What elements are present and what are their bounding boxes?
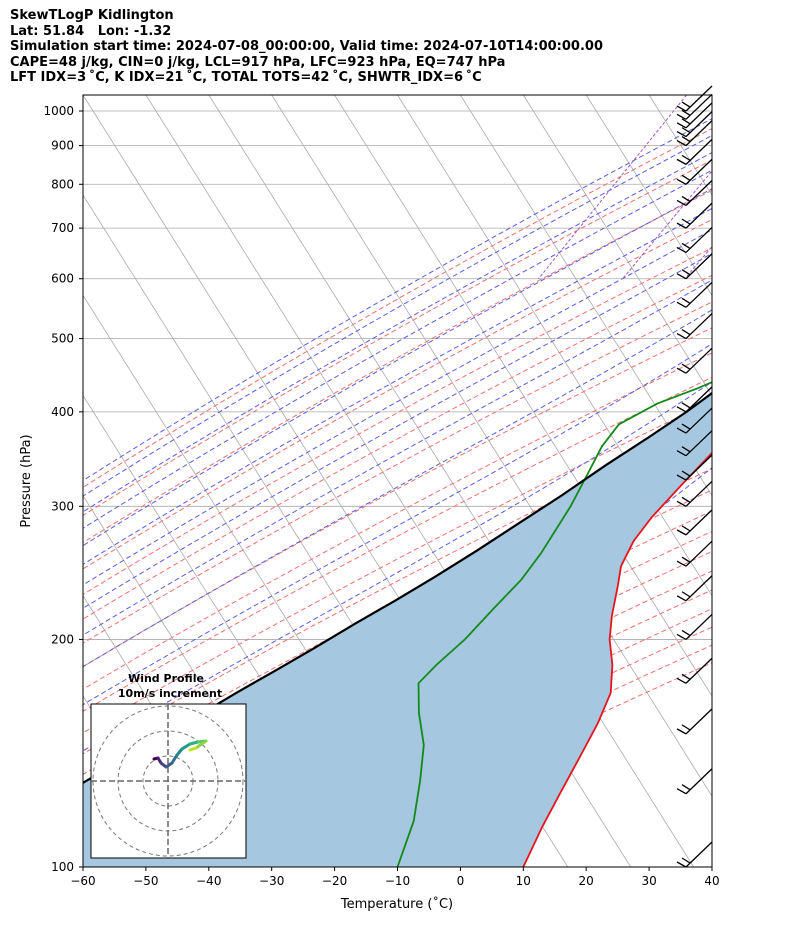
hodograph: Wind Profile 10m/s increment [90,672,247,859]
dry-adiabat [83,423,712,755]
title: SkewTLogP Kidlington [10,8,174,23]
y-tick-label: 100 [51,860,74,874]
wind-barb [676,575,713,602]
dry-adiabat [83,352,712,690]
x-tick-label: −30 [259,874,284,888]
isotherm [334,95,712,697]
x-tick-label: −60 [70,874,95,888]
dry-adiabat [83,219,712,570]
hodograph-segment [188,746,198,752]
x-tick-label: 10 [516,874,531,888]
dry-adiabat [83,301,712,644]
dry-adiabat [83,159,712,517]
x-tick-label: −50 [133,874,158,888]
moist-adiabat [83,229,712,586]
y-tick-label: 900 [51,139,74,153]
wind-barb [676,158,713,185]
wind-barb [676,281,713,308]
wind-barb [676,386,713,413]
wind-barb [676,509,713,536]
x-tick-label: 0 [457,874,465,888]
wind-barb [676,253,713,280]
isotherm [585,95,712,297]
isotherm [460,95,712,497]
dry-adiabat [83,400,712,734]
wind-barb [676,313,713,340]
wind-barb [676,347,713,374]
wind-barb [676,138,713,165]
x-tick-label: −20 [322,874,347,888]
x-axis-label: Temperature (˚C) [340,896,453,912]
dry-adiabat [83,128,712,488]
wind-barb [676,480,713,507]
y-tick-label: 1000 [43,104,74,118]
wind-barb [676,613,713,640]
background-lines [83,95,794,867]
dry-adiabat [83,376,712,712]
stability-line: CAPE=48 j/kg, CIN=0 j/kg, LCL=917 hPa, L… [10,54,506,70]
wind-barb [676,202,713,229]
wind-barb [676,540,713,567]
temperature-line [522,451,712,867]
wind-barb [676,226,713,254]
time-line: Simulation start time: 2024-07-08_00:00:… [10,39,603,54]
wind-barb [676,85,713,112]
isotherm [208,95,694,867]
hodograph-segment [170,753,179,765]
x-tick-label: −10 [385,874,410,888]
wind-barb [676,180,713,207]
y-tick-label: 800 [51,177,74,191]
isotherm [522,95,712,397]
wind-barb [676,93,713,120]
dry-adiabat [83,274,712,620]
hodograph-segment [194,739,208,750]
chart-header: SkewTLogP Kidlington Lat: 51.84 Lon: -1.… [10,8,603,86]
y-tick-label: 300 [51,499,74,513]
hodograph-segment [180,742,192,751]
location-line: Lat: 51.84 Lon: -1.32 [10,23,172,39]
index-line: LFT IDX=3 ˚C, K IDX=21 ˚C, TOTAL TOTS=42… [10,70,482,85]
wind-barbs [676,85,713,868]
x-tick-label: −40 [196,874,221,888]
mixing-ratio-line [622,170,712,280]
y-tick-label: 400 [51,405,74,419]
moist-adiabat [83,381,712,752]
dry-adiabat [83,189,712,544]
y-axis-label: Pressure (hPa) [19,434,34,527]
wind-barb [676,657,713,684]
y-tick-label: 500 [51,332,74,346]
moist-adiabat [83,207,712,565]
wind-barb [676,430,713,457]
hodograph-grid [91,704,246,858]
wind-barb [676,768,713,795]
moist-adiabat [83,134,712,497]
mixing-ratio-line [790,95,794,279]
axes: −60 −50 −40 −30 −20 −10 0 10 20 30 40 100 200 300 400 5… [43,104,719,888]
x-tick-label: 30 [641,874,656,888]
mixing-ratio-line [736,95,794,279]
wind-barb [676,102,713,129]
dry-adiabat [83,530,712,853]
wind-barb [676,841,713,868]
isotherm [271,95,712,797]
dewpoint-line [396,381,712,867]
moist-adiabat [83,118,712,482]
mixing-ratio-line [538,95,687,280]
hodograph-title: Wind Profile [128,672,204,685]
y-tick-label: 600 [51,272,74,286]
wind-barb [676,120,713,147]
isotherm [711,95,712,96]
wind-barb [676,454,713,481]
y-tick-label: 200 [51,632,74,646]
moist-adiabat [83,279,712,636]
x-tick-label: 40 [704,874,719,888]
wind-barb [676,111,713,138]
x-tick-label: 20 [579,874,594,888]
wind-barb [676,708,713,735]
wind-barb [676,407,713,434]
hodograph-subtitle: 10m/s increment [118,687,222,700]
y-tick-label: 700 [51,221,74,235]
moist-adiabat [83,252,712,609]
